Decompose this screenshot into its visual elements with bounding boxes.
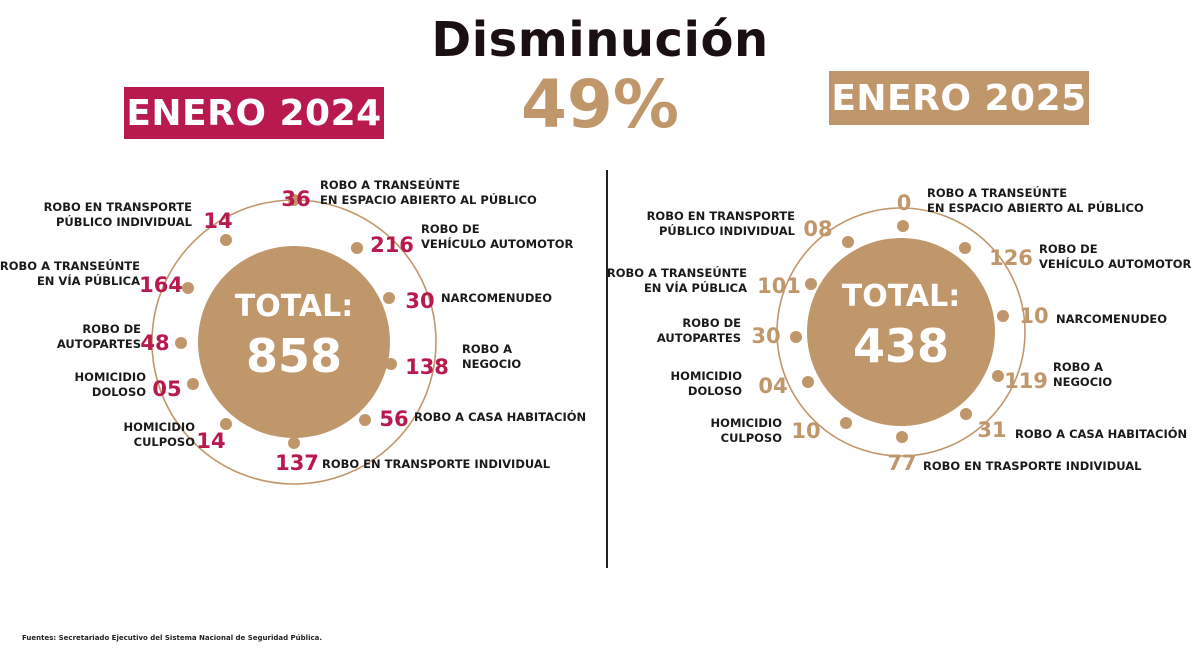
- source-note: Fuentes: Secretariado Ejecutivo del Sist…: [22, 634, 323, 642]
- category-label: VEHÍCULO AUTOMOTOR: [421, 236, 573, 251]
- category-value: 101: [757, 274, 801, 298]
- category-label: DOLOSO: [688, 384, 742, 398]
- category-dot: [842, 236, 854, 248]
- category-label: NARCOMENUDEO: [441, 291, 552, 305]
- category-label: EN VÍA PÚBLICA: [37, 273, 140, 288]
- category-dot: [997, 310, 1009, 322]
- category-label: ROBO DE: [1039, 242, 1098, 256]
- total-disc: [198, 246, 390, 438]
- category-label: ROBO A TRANSEÚNTE: [607, 265, 747, 280]
- category-dot: [182, 282, 194, 294]
- panel-divider: [606, 170, 608, 568]
- category-label: ROBO A: [1053, 360, 1103, 374]
- category-value: 216: [370, 233, 414, 257]
- category-label: ROBO A: [462, 342, 512, 356]
- category-label: ROBO DE: [682, 316, 741, 330]
- category-label: ROBO EN TRANSPORTE INDIVIDUAL: [322, 457, 551, 471]
- category-dot: [802, 376, 814, 388]
- category-label: ROBO EN TRANSPORTE: [44, 200, 193, 214]
- category-label: EN VÍA PÚBLICA: [644, 280, 747, 295]
- category-value: 119: [1004, 369, 1048, 393]
- category-label: ROBO EN TRASPORTE INDIVIDUAL: [923, 459, 1142, 473]
- category-label: NEGOCIO: [1053, 375, 1112, 389]
- change-percent: 49%: [521, 66, 679, 143]
- category-label: HOMICIDIO: [75, 370, 147, 384]
- category-label: HOMICIDIO: [124, 420, 196, 434]
- period-badge-2025: ENERO 2025: [829, 71, 1089, 125]
- category-dot: [805, 278, 817, 290]
- wheel-ring: [776, 207, 1026, 457]
- category-value: 0: [897, 191, 912, 215]
- category-label: DOLOSO: [92, 385, 146, 399]
- category-label: PÚBLICO INDIVIDUAL: [56, 214, 193, 229]
- category-value: 48: [140, 331, 169, 355]
- category-label: ROBO A CASA HABITACIÓN: [1015, 426, 1187, 441]
- category-dot: [992, 370, 1004, 382]
- category-label: ROBO DE: [82, 322, 141, 336]
- category-label: ROBO A TRANSEÚNTE: [0, 258, 140, 273]
- category-value: 31: [977, 418, 1006, 442]
- category-value: 08: [803, 217, 832, 241]
- category-dot: [175, 337, 187, 349]
- category-label: HOMICIDIO: [671, 369, 743, 383]
- category-value: 138: [405, 355, 449, 379]
- category-dot: [840, 417, 852, 429]
- category-label: ROBO A TRANSEÚNTE: [320, 177, 460, 192]
- category-dot: [790, 331, 802, 343]
- category-value: 56: [379, 407, 408, 431]
- category-value: 77: [887, 451, 916, 475]
- category-label: CULPOSO: [134, 435, 196, 449]
- category-label: NEGOCIO: [462, 357, 521, 371]
- category-value: 05: [152, 377, 181, 401]
- category-label: HOMICIDIO: [711, 416, 783, 430]
- category-value: 126: [989, 246, 1033, 270]
- category-dot: [897, 220, 909, 232]
- category-dot: [385, 358, 397, 370]
- category-label: EN ESPACIO ABIERTO AL PÚBLICO: [320, 192, 537, 207]
- category-label: AUTOPARTES: [57, 337, 141, 351]
- category-label: ROBO DE: [421, 222, 480, 236]
- category-value: 10: [1019, 304, 1048, 328]
- category-value: 14: [196, 429, 225, 453]
- total-value: 438: [853, 319, 949, 373]
- category-dot: [187, 378, 199, 390]
- category-dot: [351, 242, 363, 254]
- category-dot: [288, 194, 300, 206]
- category-label: AUTOPARTES: [657, 331, 741, 345]
- category-label: PÚBLICO INDIVIDUAL: [659, 223, 796, 238]
- category-dot: [959, 242, 971, 254]
- period-badge-2024: ENERO 2024: [124, 87, 384, 139]
- category-dot: [383, 292, 395, 304]
- category-dot: [359, 414, 371, 426]
- category-value: 14: [203, 209, 232, 233]
- category-value: 36: [281, 187, 310, 211]
- total-disc: [807, 238, 995, 426]
- category-label: VEHÍCULO AUTOMOTOR: [1039, 256, 1191, 271]
- category-label: NARCOMENUDEO: [1056, 312, 1167, 326]
- total-value: 858: [246, 329, 342, 383]
- category-value: 137: [275, 451, 319, 475]
- category-dot: [896, 431, 908, 443]
- category-value: 10: [791, 419, 820, 443]
- category-value: 30: [751, 324, 780, 348]
- category-value: 04: [758, 374, 787, 398]
- headline: Disminución: [431, 12, 769, 68]
- category-dot: [288, 437, 300, 449]
- category-label: ROBO A CASA HABITACIÓN: [414, 409, 586, 424]
- category-value: 30: [405, 289, 434, 313]
- category-value: 164: [139, 273, 183, 297]
- category-dot: [220, 418, 232, 430]
- total-label: TOTAL:: [235, 289, 353, 324]
- total-label: TOTAL:: [842, 279, 960, 314]
- category-label: EN ESPACIO ABIERTO AL PÚBLICO: [927, 200, 1144, 215]
- category-dot: [220, 234, 232, 246]
- category-label: CULPOSO: [721, 431, 783, 445]
- category-dot: [960, 408, 972, 420]
- category-label: ROBO A TRANSEÚNTE: [927, 185, 1067, 200]
- category-label: ROBO EN TRANSPORTE: [647, 209, 796, 223]
